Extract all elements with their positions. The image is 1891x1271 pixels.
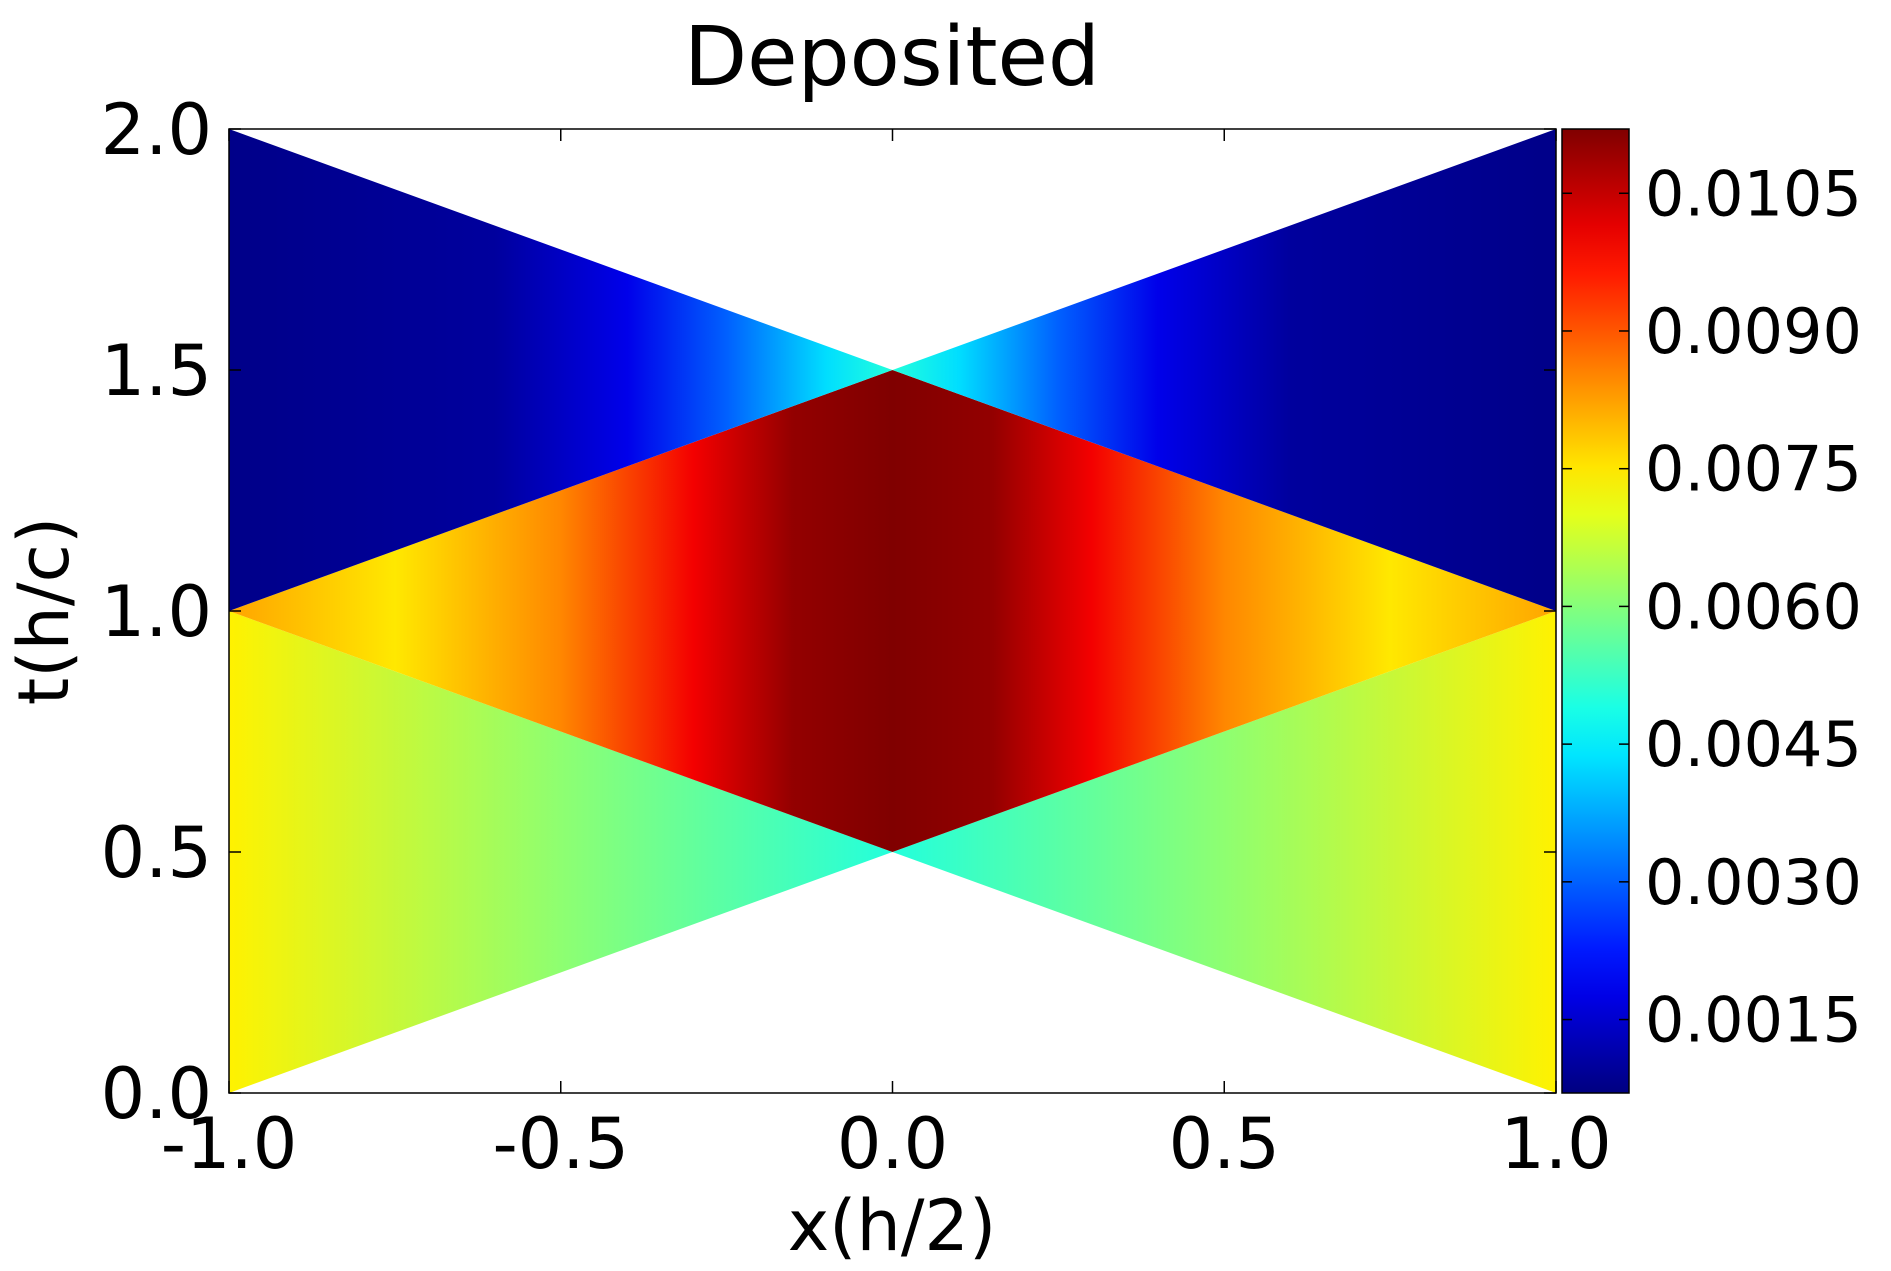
- y-axis: 0.0 0.5 1.0 1.5 2.0: [101, 89, 1556, 1135]
- y-tick-label: 1.0: [101, 571, 212, 653]
- colorbar-ticks: 0.0015 0.0030 0.0045 0.0060 0.0075 0.0090 0.01…: [1562, 157, 1862, 1057]
- colorbar-tick-label: 0.0015: [1645, 984, 1862, 1057]
- colorbar-tick-label: 0.0090: [1645, 295, 1862, 368]
- region-top-left: [229, 129, 893, 611]
- colorbar-tick-label: 0.0075: [1645, 433, 1862, 506]
- x-tick-label: -0.5: [492, 1103, 629, 1185]
- y-tick-label: 0.5: [101, 812, 212, 894]
- colorbar-tick-label: 0.0045: [1645, 708, 1862, 781]
- x-tick-label: -1.0: [161, 1103, 298, 1185]
- y-axis-label: t(h/c): [3, 517, 85, 706]
- plot-area: [229, 129, 1556, 1093]
- y-tick-label: 0.0: [101, 1053, 212, 1135]
- colorbar: [1561, 128, 1630, 1094]
- x-tick-label: 0.0: [837, 1103, 948, 1185]
- x-tick-label: 0.5: [1169, 1103, 1280, 1185]
- colorbar-tick-label: 0.0105: [1645, 157, 1862, 230]
- x-axis: -1.0 -0.5 0.0 0.5 1.0: [161, 129, 1612, 1185]
- x-tick-label: 1.0: [1500, 1103, 1611, 1185]
- region-bottom-right: [892, 611, 1556, 1093]
- region-top-right: [892, 129, 1556, 611]
- x-axis-label: x(h/2): [788, 1185, 997, 1267]
- y-tick-label: 1.5: [101, 330, 212, 412]
- chart-title: Deposited: [684, 10, 1100, 105]
- colorbar-tick-label: 0.0060: [1645, 570, 1862, 643]
- y-tick-label: 2.0: [101, 89, 212, 171]
- colorbar-tick-label: 0.0030: [1645, 846, 1862, 919]
- region-bottom-left: [229, 611, 893, 1093]
